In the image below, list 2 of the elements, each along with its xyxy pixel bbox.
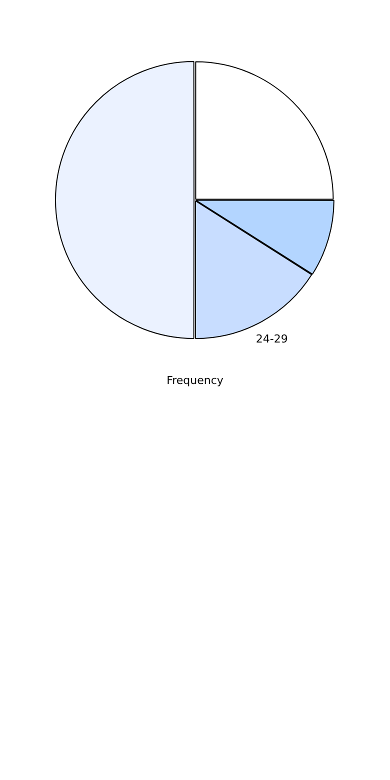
text: Frequency — [166, 374, 224, 387]
slice-label: 24-29 — [256, 332, 288, 346]
